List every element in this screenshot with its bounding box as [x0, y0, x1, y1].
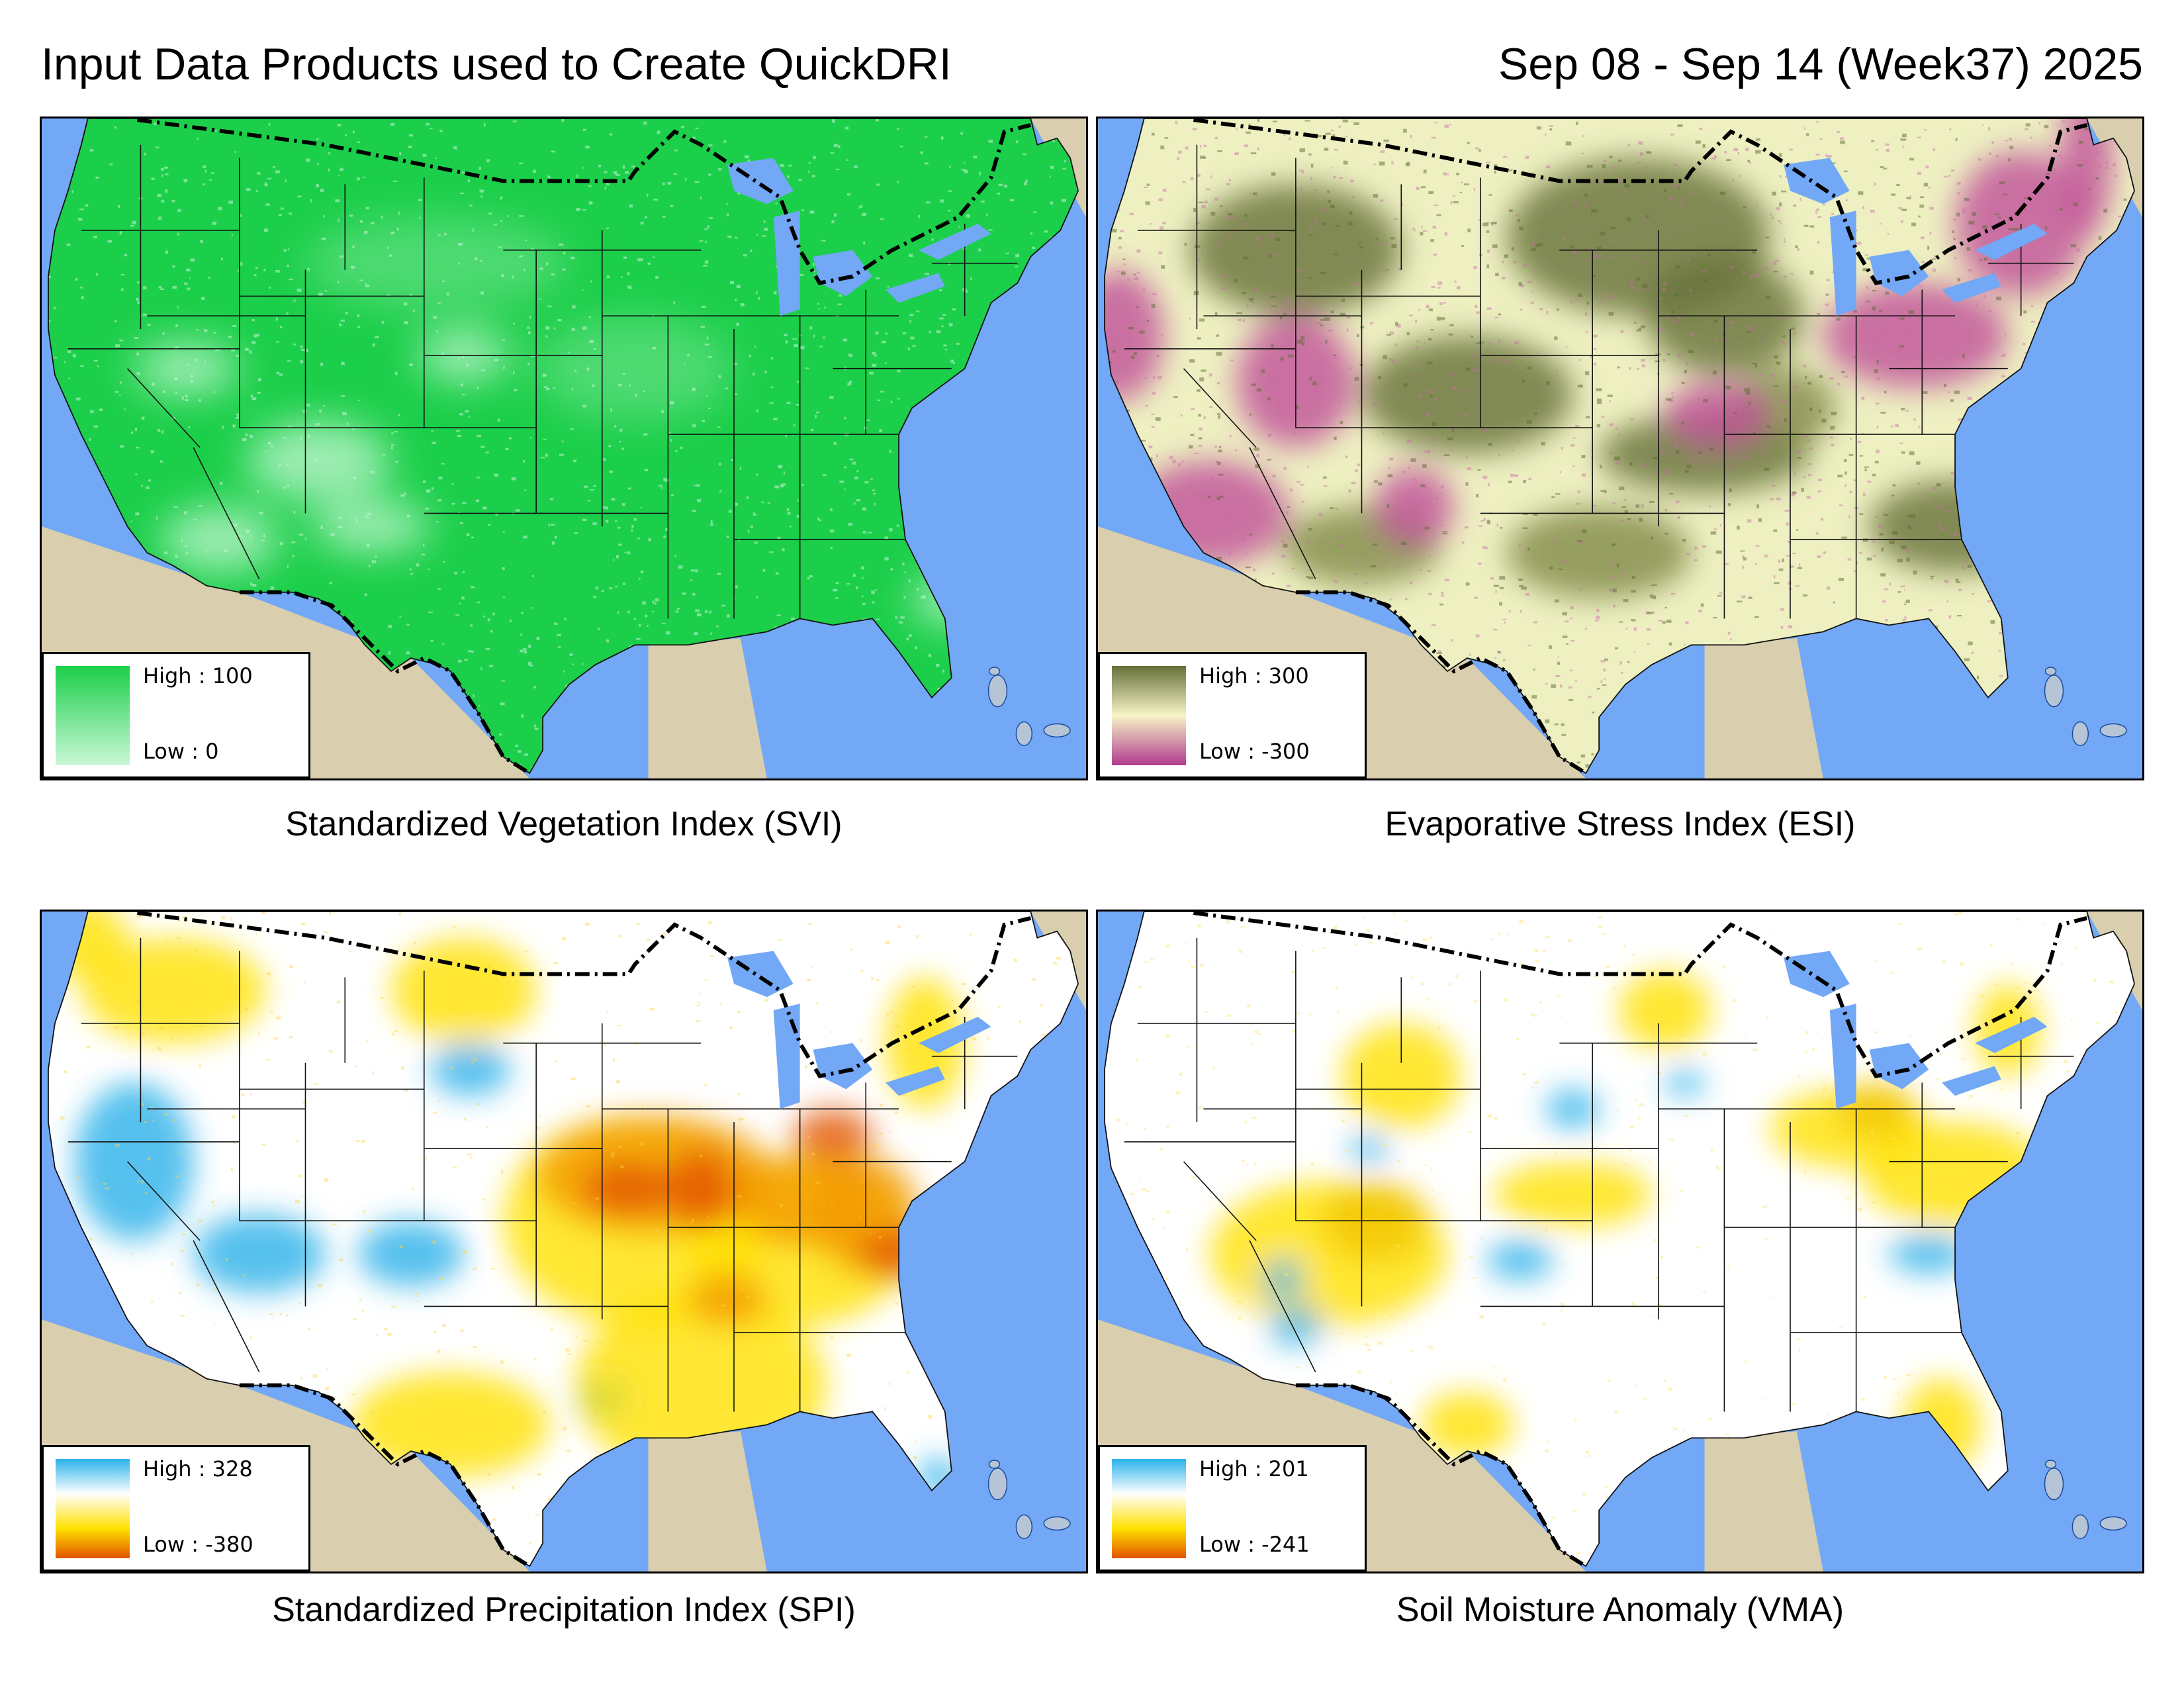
great-lakes — [727, 158, 991, 316]
state-boundaries — [68, 144, 1018, 619]
esi-legend-high: High : 300 — [1199, 663, 1309, 688]
mexico-border — [239, 1383, 531, 1568]
mexico-border — [239, 590, 531, 775]
coastline — [48, 912, 1079, 1568]
great-lakes — [1784, 158, 2048, 316]
vma-legend: High : 201 Low : -241 — [1098, 1445, 1367, 1571]
esi-map-panel: High : 300 Low : -300 — [1096, 117, 2144, 780]
coastline — [48, 118, 1079, 774]
svi-map-panel: High : 100 Low : 0 — [40, 117, 1088, 780]
mexico-border — [1295, 1383, 1587, 1568]
spi-legend-low: Low : -380 — [143, 1532, 253, 1557]
esi-legend-low: Low : -300 — [1199, 739, 1310, 764]
vma-caption: Soil Moisture Anomaly (VMA) — [1396, 1591, 1844, 1629]
esi-caption: Evaporative Stress Index (ESI) — [1385, 805, 1856, 843]
state-boundaries — [1124, 937, 2074, 1412]
spi-legend-ramp — [56, 1459, 130, 1558]
svi-legend-high: High : 100 — [143, 663, 253, 688]
svi-caption: Standardized Vegetation Index (SVI) — [285, 805, 842, 843]
mexico-border — [1295, 590, 1587, 775]
spi-legend-high: High : 328 — [143, 1456, 253, 1481]
page-title: Input Data Products used to Create Quick… — [41, 39, 952, 89]
coastline — [1104, 912, 2135, 1568]
vma-map-panel: High : 201 Low : -241 — [1096, 910, 2144, 1573]
state-boundaries — [68, 937, 1018, 1412]
spi-caption: Standardized Precipitation Index (SPI) — [272, 1591, 856, 1629]
caribbean-islands — [2044, 1460, 2127, 1540]
spi-map — [42, 912, 1086, 1571]
svi-legend-ramp — [56, 666, 130, 765]
esi-legend-ramp — [1112, 666, 1186, 765]
spi-map-panel: High : 328 Low : -380 — [40, 910, 1088, 1573]
spi-legend: High : 328 Low : -380 — [42, 1445, 310, 1571]
coastline — [1104, 118, 2135, 774]
svi-legend-low: Low : 0 — [143, 739, 219, 764]
vma-legend-low: Low : -241 — [1199, 1532, 1310, 1557]
caribbean-islands — [2044, 667, 2127, 747]
state-boundaries — [1124, 144, 2074, 619]
esi-legend: High : 300 Low : -300 — [1098, 652, 1367, 778]
vma-legend-high: High : 201 — [1199, 1456, 1309, 1481]
svi-legend: High : 100 Low : 0 — [42, 652, 310, 778]
caribbean-islands — [987, 667, 1071, 747]
vma-legend-ramp — [1112, 1459, 1186, 1558]
date-range: Sep 08 - Sep 14 (Week37) 2025 — [1498, 39, 2143, 89]
caribbean-islands — [987, 1460, 1071, 1540]
